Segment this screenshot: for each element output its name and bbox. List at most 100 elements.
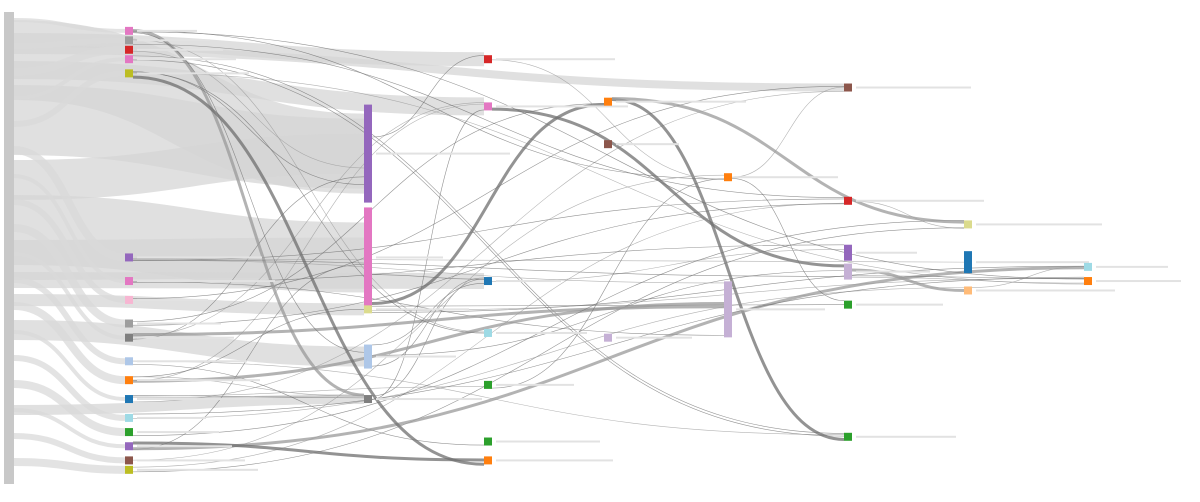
sankey-node-n9 bbox=[125, 319, 133, 328]
flow-band bbox=[13, 380, 126, 437]
sankey-node-n2 bbox=[125, 36, 133, 45]
source-node-bar bbox=[4, 12, 14, 484]
sankey-node-label-placeholder bbox=[496, 58, 615, 61]
sankey-node-q1 bbox=[604, 97, 612, 106]
flow-link bbox=[371, 103, 605, 306]
sankey-node-label-placeholder bbox=[496, 105, 628, 108]
flow-band bbox=[13, 174, 126, 284]
flow-link bbox=[132, 276, 1085, 415]
flow-link bbox=[371, 304, 845, 307]
flow-band bbox=[13, 18, 126, 33]
flow-link bbox=[132, 55, 845, 434]
sankey-node-label-placeholder bbox=[856, 86, 971, 89]
flow-link bbox=[491, 178, 725, 389]
sankey-node-label-placeholder bbox=[496, 280, 561, 283]
sankey-node-n17 bbox=[125, 456, 133, 465]
sankey-node-n14 bbox=[125, 413, 133, 422]
flow-link bbox=[611, 98, 845, 441]
sankey-node-label-placeholder bbox=[376, 398, 482, 401]
flow-band bbox=[13, 45, 126, 76]
sankey-node-label-placeholder bbox=[376, 256, 443, 259]
sankey-node-label-placeholder bbox=[137, 72, 249, 75]
sankey-node-n12 bbox=[125, 376, 133, 385]
sankey-node-p2 bbox=[484, 102, 492, 111]
flow-link bbox=[132, 39, 485, 333]
flow-link bbox=[132, 441, 485, 462]
flow-band bbox=[13, 277, 126, 365]
sankey-node-s5 bbox=[844, 300, 852, 309]
flow-band bbox=[13, 61, 485, 116]
sankey-node-label-placeholder bbox=[137, 29, 197, 32]
flow-link bbox=[132, 259, 845, 277]
sankey-node-n6 bbox=[125, 253, 133, 262]
sankey-node-label-placeholder bbox=[496, 440, 600, 443]
flow-band bbox=[13, 433, 126, 464]
sankey-node-label-placeholder bbox=[137, 379, 260, 382]
sankey-node-n5 bbox=[125, 69, 133, 78]
sankey-node-label-placeholder bbox=[856, 251, 917, 254]
flow-link bbox=[132, 309, 365, 378]
sankey-node-label-placeholder bbox=[376, 308, 469, 311]
sankey-node-n3 bbox=[125, 45, 133, 54]
sankey-node-u2 bbox=[1084, 277, 1092, 286]
sankey-node-label-placeholder bbox=[496, 383, 574, 386]
sankey-node-label-placeholder bbox=[137, 280, 275, 283]
sankey-node-label-placeholder bbox=[616, 100, 746, 103]
sankey-node-m4 bbox=[364, 305, 372, 314]
sankey-node-m1 bbox=[364, 104, 372, 203]
flow-link bbox=[132, 50, 365, 169]
sankey-node-label-placeholder bbox=[736, 176, 838, 179]
flow-link bbox=[132, 90, 845, 403]
sankey-node-p5 bbox=[484, 328, 492, 337]
flow-link bbox=[371, 270, 845, 356]
sankey-node-s1 bbox=[844, 83, 852, 92]
flow-link bbox=[731, 178, 845, 302]
flow-band bbox=[13, 355, 126, 421]
sankey-node-m5 bbox=[364, 395, 372, 404]
flow-link bbox=[132, 71, 485, 334]
sankey-node-n7 bbox=[125, 277, 133, 286]
sankey-node-p6 bbox=[484, 437, 492, 446]
sankey-node-n15 bbox=[125, 428, 133, 437]
flow-band bbox=[13, 252, 126, 340]
flow-band bbox=[13, 70, 126, 127]
flow-link bbox=[851, 200, 965, 229]
flow-band bbox=[13, 46, 845, 92]
flow-link bbox=[371, 55, 485, 138]
sankey-node-label-placeholder bbox=[976, 289, 1115, 292]
sankey-node-label-placeholder bbox=[137, 445, 232, 448]
sankey-node-label-placeholder bbox=[616, 336, 692, 339]
flow-link bbox=[132, 103, 485, 382]
sankey-node-label-placeholder bbox=[137, 256, 262, 259]
sankey-node-s4 bbox=[844, 263, 852, 280]
sankey-node-label-placeholder bbox=[1096, 280, 1181, 283]
flow-link bbox=[132, 220, 965, 436]
sankey-node-p1 bbox=[484, 55, 492, 64]
flow-link bbox=[132, 302, 725, 383]
sankey-node-t1 bbox=[964, 251, 972, 274]
sankey-node-n11 bbox=[125, 357, 133, 366]
sankey-node-label-placeholder bbox=[137, 48, 223, 51]
sankey-node-t2 bbox=[964, 220, 972, 229]
flow-link bbox=[132, 43, 845, 199]
flow-link bbox=[491, 249, 845, 282]
sankey-node-n18 bbox=[125, 465, 133, 474]
sankey-node-label-placeholder bbox=[856, 303, 943, 306]
sankey-node-label-placeholder bbox=[856, 435, 956, 438]
flow-link bbox=[132, 198, 845, 261]
sankey-node-label-placeholder bbox=[137, 468, 258, 471]
sankey-node-q3 bbox=[604, 333, 612, 342]
flow-link bbox=[132, 203, 845, 326]
flow-link bbox=[132, 59, 845, 437]
sankey-node-p3 bbox=[484, 277, 492, 286]
flow-band bbox=[13, 199, 126, 303]
sankey-node-label-placeholder bbox=[976, 223, 1102, 226]
sankey-node-label-placeholder bbox=[137, 431, 219, 434]
sankey-node-p4 bbox=[484, 380, 492, 389]
flow-link bbox=[132, 259, 725, 284]
flow-link bbox=[132, 227, 965, 473]
sankey-node-s6 bbox=[844, 432, 852, 441]
flow-link bbox=[132, 174, 725, 461]
sankey-node-label-placeholder bbox=[376, 152, 510, 155]
